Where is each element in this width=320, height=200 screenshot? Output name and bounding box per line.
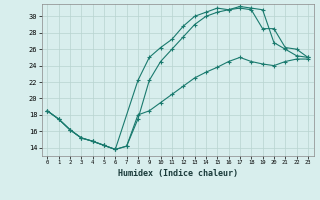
X-axis label: Humidex (Indice chaleur): Humidex (Indice chaleur) [118,169,237,178]
